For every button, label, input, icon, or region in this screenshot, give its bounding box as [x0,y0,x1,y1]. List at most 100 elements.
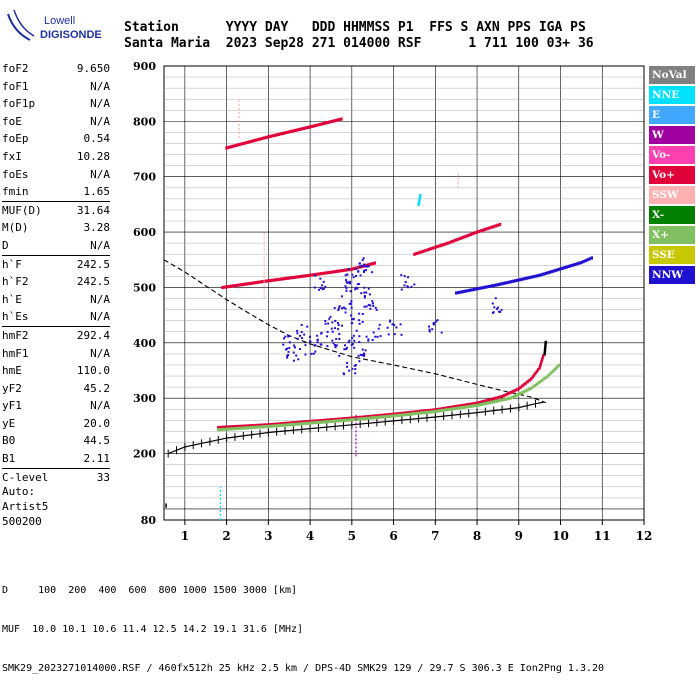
echo-point [273,422,277,426]
echo-point [319,343,322,346]
echo-point [460,404,463,408]
echo-point [543,349,547,354]
echo-point [321,122,324,126]
echo-point [554,366,558,371]
echo-point [372,304,375,307]
echo-point [490,225,493,229]
echo-point [225,146,228,150]
echo-point [358,262,361,265]
y-tick-label: 80 [141,514,157,527]
echo-point [254,138,258,142]
echo-point [296,128,299,132]
echo-point [500,394,504,399]
echo-point [550,269,554,274]
echo-point [351,337,354,340]
echo-point [381,415,384,419]
echo-point [338,333,341,336]
echo-point [269,422,272,427]
echo-point [338,305,341,308]
echo-point [444,242,447,246]
echo-point [529,275,533,279]
echo-point [399,323,402,326]
echo-point [462,403,466,407]
param-value: 45.2 [83,381,111,395]
echo-point [256,423,259,427]
echo-point [427,410,430,414]
echo-point [396,413,400,418]
echo-point [246,140,249,145]
echo-point [350,418,354,422]
echo-point [313,124,316,128]
echo-point [234,426,237,431]
echo-point [374,415,378,420]
echo-point [576,262,579,266]
param-value: 292.4 [76,328,110,342]
echo-point [447,407,450,412]
echo-point [436,245,439,249]
echo-point [251,281,255,285]
echo-point [337,269,340,273]
echo-point [555,268,558,272]
echo-point [543,377,546,381]
echo-point [440,408,444,413]
echo-point [522,390,525,394]
echo-point [282,337,285,340]
echo-point [296,332,299,335]
echo-point [306,420,310,424]
echo-point [331,119,335,123]
param-label: yF1 [2,399,22,413]
legend-item-w: W [649,126,695,144]
param-row: h`E N/A [2,291,110,309]
echo-point [264,423,268,427]
echo-point [535,369,539,374]
echo-point [337,309,340,312]
echo-point [462,405,466,409]
echo-point [588,257,591,261]
echo-point [386,326,389,329]
echo-point [518,278,522,282]
echo-point [440,243,443,247]
echo-point [309,335,312,338]
echo-point [537,381,540,385]
param-value: 2.11 [83,452,111,466]
echo-point [346,361,349,364]
legend-item-nne: NNE [649,86,695,104]
echo-point [243,426,246,430]
echo-point [514,279,517,283]
echo-point [521,384,524,388]
echo-point [302,126,306,130]
echo-point [427,247,431,251]
echo-point [351,367,354,370]
echo-point [286,421,290,425]
param-row: yE 20.0 [2,415,110,433]
param-value: N/A [90,79,110,93]
echo-point [543,352,546,356]
echo-point [350,300,353,303]
echo-point [287,350,290,353]
echo-point [315,420,318,425]
echo-point [333,119,337,123]
echo-point [317,272,321,276]
echo-point [497,306,500,309]
echo-point [407,412,411,416]
echo-point [427,408,430,413]
echo-point [330,419,334,423]
echo-point [363,305,366,308]
echo-point [332,342,335,345]
echo-point [337,417,340,421]
echo-point [414,410,417,414]
echo-point [540,358,544,362]
echo-point [293,421,296,425]
echo-point [293,346,296,349]
echo-point [247,426,250,430]
echo-point [267,424,270,429]
echo-point [273,278,277,282]
echo-point [538,273,541,277]
echo-point [284,276,288,281]
echo-point [400,274,403,277]
echo-point [486,398,489,403]
echo-point [308,421,312,425]
echo-point [319,420,323,424]
echo-point [395,326,398,329]
echo-point [573,262,577,267]
